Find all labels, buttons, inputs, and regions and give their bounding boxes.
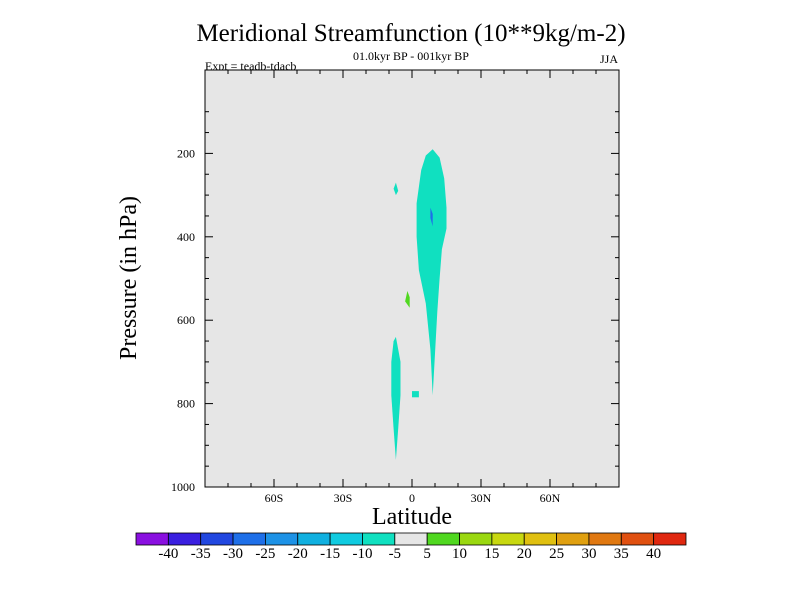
colorbar-swatch	[135, 532, 169, 546]
colorbar-label: 5	[423, 546, 431, 562]
colorbar-label: 20	[517, 546, 532, 562]
region-lower-cell	[391, 336, 401, 460]
colorbar-label: -30	[223, 546, 243, 562]
colorbar-swatch	[653, 532, 687, 546]
x-tick-label: 30N	[471, 491, 492, 505]
axis-ticks	[204, 70, 620, 487]
chart-subtitle: 01.0kyr BP - 001kyr BP	[353, 49, 469, 63]
region-mid-small	[412, 391, 419, 398]
colorbar-swatch	[523, 532, 557, 546]
y-tick-label: 200	[177, 146, 195, 160]
y-tick-label: 800	[177, 397, 195, 411]
colorbar-swatch	[297, 532, 331, 546]
colorbar-swatch	[167, 532, 202, 546]
y-tick-label: 400	[177, 230, 195, 244]
colorbar-label: -35	[191, 546, 211, 562]
plot-area	[204, 69, 620, 488]
x-axis-label: Latitude	[372, 504, 452, 530]
x-tick-label: 0	[409, 491, 415, 505]
colorbar-swatch	[232, 532, 266, 546]
region-upper-small	[393, 182, 399, 196]
colorbar-swatch	[265, 532, 299, 546]
colorbar-swatch	[556, 532, 590, 546]
colorbar-label: -15	[320, 546, 340, 562]
x-tick-label: 60S	[265, 491, 284, 505]
colorbar-swatch	[426, 532, 460, 546]
colorbar-label: -40	[158, 546, 178, 562]
region-green-patch	[405, 291, 410, 308]
colorbar-label: 25	[549, 546, 564, 562]
colorbar-label: 30	[581, 546, 596, 562]
colorbar-label: 40	[646, 546, 661, 562]
colorbar-swatch	[620, 532, 655, 546]
colorbar-swatch	[588, 532, 622, 546]
y-tick-labels: 200 400 600 800 1000	[171, 146, 195, 494]
colorbar-label: 10	[452, 546, 467, 562]
colorbar-swatch	[200, 532, 234, 546]
colorbar-label: 35	[614, 546, 629, 562]
y-axis-label: Pressure (in hPa)	[116, 196, 142, 360]
colorbar-label: -10	[352, 546, 372, 562]
colorbar-label: -20	[288, 546, 308, 562]
season-label: JJA	[600, 52, 618, 66]
region-main-cell	[416, 149, 447, 396]
colorbar-swatch	[459, 532, 493, 546]
y-tick-label: 1000	[171, 480, 195, 494]
colorbar-label: -5	[389, 546, 402, 562]
y-tick-label: 600	[177, 313, 195, 327]
colorbar-swatch	[362, 532, 396, 546]
x-tick-label: 30S	[334, 491, 353, 505]
colorbar-swatch	[329, 532, 363, 546]
x-tick-label: 60N	[540, 491, 561, 505]
chart-title: Meridional Streamfunction (10**9kg/m-2)	[196, 20, 625, 47]
contour-regions	[391, 149, 447, 460]
x-tick-labels: 60S 30S 0 30N 60N	[265, 491, 561, 505]
colorbar-swatch	[394, 532, 428, 546]
colorbar: -40 -35 -30 -25 -20 -15 -10 -5 5 10 15 20 25 30 35 40	[135, 532, 687, 562]
colorbar-label: 15	[484, 546, 499, 562]
colorbar-label: -25	[255, 546, 275, 562]
region-blue-spot	[430, 207, 433, 227]
colorbar-swatch	[491, 532, 525, 546]
